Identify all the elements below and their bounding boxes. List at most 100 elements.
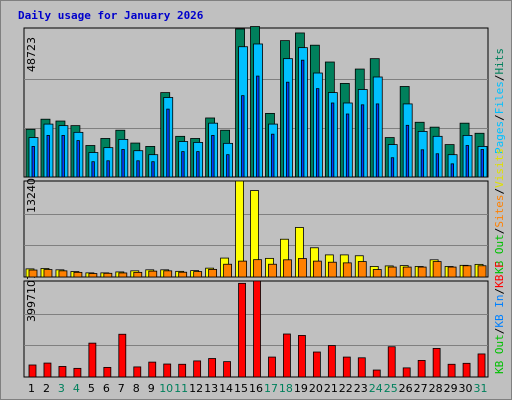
sites-bar xyxy=(342,262,352,278)
pages-bar xyxy=(31,146,35,178)
kbf-bar xyxy=(238,282,246,378)
pages-bar xyxy=(405,124,410,178)
legend-part: Hits xyxy=(493,48,506,75)
pages-bar xyxy=(450,163,454,178)
pages-bar xyxy=(106,160,110,178)
kbf-bar xyxy=(73,367,82,378)
pages-bar xyxy=(61,135,65,178)
legend-hits: Pages/Files/Hits xyxy=(493,48,506,154)
x-tick-label: 20 xyxy=(309,382,323,395)
pages-bar xyxy=(315,88,320,178)
y-max-hits: 48723 xyxy=(25,37,38,72)
legend-part: Visits xyxy=(493,148,506,188)
x-tick-label: 5 xyxy=(88,382,95,395)
pages-bar xyxy=(256,75,260,178)
hits-bars xyxy=(25,26,488,178)
kbf-bar xyxy=(342,356,351,378)
sites-bar xyxy=(432,261,442,278)
kbf-bar xyxy=(268,356,276,378)
legend-part: KB Out xyxy=(493,334,506,374)
kbf-bar xyxy=(357,357,366,378)
kbf-bar xyxy=(372,369,381,378)
sites-bar xyxy=(387,266,397,278)
kbf-bar xyxy=(283,333,291,378)
kbf-bar xyxy=(103,366,112,378)
pages-bar xyxy=(46,135,50,178)
sites-bar xyxy=(148,270,158,278)
kbf-bar xyxy=(28,364,37,378)
kbf-bar xyxy=(118,333,127,378)
kbf-bar xyxy=(178,363,187,378)
legend-part: / xyxy=(493,75,506,82)
kbf-bar xyxy=(253,280,261,378)
pages-bar xyxy=(151,161,155,178)
x-tick-label: 12 xyxy=(189,382,203,395)
kbf-bar xyxy=(327,345,336,378)
sites-bar xyxy=(103,272,113,278)
sites-bar xyxy=(298,258,307,278)
x-tick-label: 7 xyxy=(118,382,125,395)
sites-bar xyxy=(73,271,83,278)
pages-bar xyxy=(480,149,484,178)
kbf-bar xyxy=(133,366,142,378)
legend-part: / xyxy=(493,288,506,295)
x-tick-label: 10 xyxy=(159,382,173,395)
legend-part: KB Out xyxy=(493,234,506,274)
pages-bar xyxy=(330,102,335,178)
kbf-bar xyxy=(402,367,411,378)
x-tick-label: 1 xyxy=(28,382,35,395)
pages-bar xyxy=(390,157,395,178)
kbf-bar xyxy=(417,360,426,378)
pages-bar xyxy=(345,113,350,178)
pages-bar xyxy=(360,104,365,178)
chart-title: Daily usage for January 2026 xyxy=(18,9,204,22)
pages-bar xyxy=(226,154,230,178)
kbf-bar xyxy=(88,342,97,378)
x-tick-label: 3 xyxy=(58,382,65,395)
x-tick-label: 4 xyxy=(73,382,80,395)
sites-bar xyxy=(477,265,487,278)
x-tick-label: 13 xyxy=(204,382,218,395)
sites-bar xyxy=(28,269,38,278)
legend-part: KB F xyxy=(493,261,506,288)
sites-bar xyxy=(417,266,427,278)
x-tick-label: 24 xyxy=(369,382,383,395)
pages-bar xyxy=(91,161,95,178)
sites-bar xyxy=(402,266,412,278)
sites-bar xyxy=(193,271,203,278)
x-tick-label: 8 xyxy=(133,382,140,395)
legend-part: Sites xyxy=(493,195,506,228)
legend-part: / xyxy=(493,114,506,121)
sites-bar xyxy=(208,268,218,278)
legend-part: / xyxy=(493,188,506,195)
sites-bar xyxy=(357,261,367,278)
sites-bar xyxy=(312,260,322,278)
y-max-kbytes: 3997107 xyxy=(25,273,38,322)
pages-bar xyxy=(121,149,125,178)
kbf-bar xyxy=(58,366,67,378)
kbf-bar xyxy=(163,363,172,378)
x-tick-label: 19 xyxy=(294,382,308,395)
pages-bar xyxy=(435,153,440,178)
x-axis-day-labels: 1 2 3 4 5 6 7 8 9 10 11 12 13 14 15 16 17 18 19 20 21 22 23 24 2… xyxy=(28,382,488,395)
pages-bar xyxy=(76,140,80,178)
x-tick-label: 26 xyxy=(399,382,413,395)
sites-bar xyxy=(447,266,457,278)
kbf-bar xyxy=(193,360,202,378)
x-tick-label: 16 xyxy=(249,382,263,395)
pages-bar xyxy=(420,149,425,178)
legend-part: Files xyxy=(493,81,506,114)
x-tick-label: 25 xyxy=(384,382,398,395)
pages-bar xyxy=(286,81,290,178)
pages-bar xyxy=(465,145,469,178)
pages-bar xyxy=(181,151,185,178)
sites-bar xyxy=(163,270,173,278)
kbf-bar xyxy=(432,348,441,378)
x-tick-label: 31 xyxy=(474,382,488,395)
x-tick-label: 28 xyxy=(429,382,443,395)
pages-bar xyxy=(136,160,140,178)
sites-bar xyxy=(268,263,277,278)
x-tick-label: 14 xyxy=(219,382,233,395)
pages-bar xyxy=(241,95,245,178)
